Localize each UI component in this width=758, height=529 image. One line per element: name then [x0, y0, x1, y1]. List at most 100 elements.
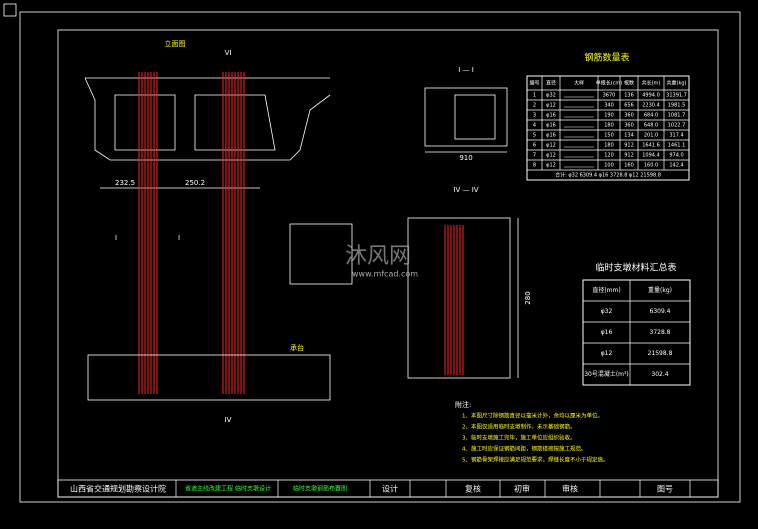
drawing-name: 临时支墩钢筋布置图	[293, 485, 347, 493]
table-cell: 974.0	[669, 153, 683, 159]
table-cell: 302.4	[651, 371, 668, 378]
cut-mark: I	[115, 234, 117, 242]
elevation-title: 立面图	[165, 39, 186, 48]
section-box	[424, 87, 508, 147]
watermark-url: www.mfcad.com	[352, 270, 418, 279]
table-cell: 160	[624, 163, 634, 169]
table-header: 共重(kg)	[667, 80, 687, 87]
table-cell: 684.0	[644, 113, 658, 119]
table-cell: 317.4	[669, 133, 683, 139]
table-cell: 1094.4	[642, 153, 660, 159]
cut-mark: I	[178, 234, 180, 242]
table-title: 钢筋数量表	[584, 52, 629, 64]
table-cell: φ12	[546, 103, 556, 109]
table-cell: 8	[533, 163, 536, 169]
table-cell: 1461.1	[668, 143, 686, 149]
table-cell: φ32	[546, 93, 556, 99]
pier-cap	[87, 354, 331, 401]
section-mark: VI	[225, 49, 232, 57]
rebar-table: 钢筋数量表 编号 直径 大样 单根长(cm) 根数 共长(m) 共重(kg) 1 φ32 3670…	[526, 52, 690, 181]
detail-box	[289, 223, 353, 285]
table-cell: 912	[624, 143, 634, 149]
table-cell: 142.4	[669, 163, 683, 169]
table-cell: 1081.7	[668, 113, 686, 119]
table-cell: 6309.4	[650, 308, 671, 315]
section-title: IV — IV	[453, 186, 478, 194]
table-header: 编号	[529, 80, 539, 87]
section-4: IV — IV 280	[289, 186, 532, 379]
table-cell: 100	[604, 163, 614, 169]
table-cell: 4	[533, 123, 536, 129]
table-cell: 4994.0	[642, 93, 660, 99]
table-cell: 1641.6	[642, 143, 660, 149]
table-cell: 30号混凝土(m³)	[584, 370, 629, 378]
section-1: I — I 910	[424, 66, 508, 162]
rebar-column	[443, 225, 465, 375]
table-cell: 3728.8	[650, 329, 671, 336]
section-box	[407, 217, 511, 379]
title-block-frame	[57, 479, 719, 498]
table-header: 大样	[574, 80, 584, 87]
table-cell: 340	[604, 103, 614, 109]
table-cell: 5	[533, 133, 536, 139]
table-cell: φ12	[546, 163, 556, 169]
table-cell: 21598.8	[648, 350, 673, 357]
dim: 232.5	[115, 179, 135, 187]
table-cell: φ16	[546, 123, 556, 129]
table-cell: 180	[604, 143, 614, 149]
dim: 250.2	[185, 179, 205, 187]
ucs-icon	[3, 3, 17, 17]
table-cell: 3	[533, 113, 536, 119]
title-label: 初审	[514, 484, 530, 494]
table-cell: 1981.5	[668, 103, 686, 109]
table-frame	[582, 279, 691, 386]
table-cell: 120	[604, 153, 614, 159]
table-cell: 360	[624, 113, 634, 119]
table-cell: 648.0	[644, 123, 658, 129]
dim: 910	[459, 154, 472, 162]
note-item: 4、施工时应保证钢筋间距，钢筋搭接按施工规范。	[462, 445, 587, 453]
title-label: 审核	[562, 484, 578, 494]
table-cell: 656	[624, 103, 634, 109]
note-item: 2、本图仅适用临时支墩制作，未示基础钢筋。	[462, 423, 576, 431]
table-cell: 912	[624, 153, 634, 159]
title-label: 复核	[465, 484, 481, 494]
table-header: 直径(mm)	[592, 286, 620, 294]
table-header: 直径	[546, 80, 556, 87]
table-cell: 7	[533, 153, 536, 159]
table-cell: φ16	[601, 329, 613, 336]
table-total: 合计: φ32 6309.4 φ16 3728.8 φ12 21598.8	[555, 172, 661, 179]
table-cell: 360	[624, 123, 634, 129]
table-cell: 3670	[603, 93, 616, 99]
table-cell: 180	[604, 123, 614, 129]
watermark: 沐风网	[345, 244, 411, 269]
section-title: I — I	[458, 66, 474, 74]
note-item: 5、钢筋骨架焊接应满足规范要求，焊缝长度不小于规定值。	[462, 456, 609, 464]
table-header: 重量(kg)	[648, 286, 672, 294]
table-cell: 134	[624, 133, 634, 139]
table-cell: 1022.7	[668, 123, 686, 129]
institute: 山西省交通规划勘察设计院	[70, 484, 166, 494]
table-title: 临时支墩材料汇总表	[595, 262, 676, 274]
table-frame	[526, 75, 690, 181]
girder-outline	[84, 77, 331, 161]
dim: 280	[524, 291, 532, 304]
table-cell: 1	[533, 93, 536, 99]
table-header: 共长(m)	[642, 80, 661, 87]
bottom-mark: IV	[225, 416, 232, 424]
title-label: 设计	[382, 484, 398, 494]
elevation-view: 立面图 VI 232.5 250.2 I I 承台 IV	[84, 39, 331, 424]
table-cell: 136	[624, 93, 634, 99]
temp-table: 临时支墩材料汇总表 直径(mm) 重量(kg) φ32 6309.4 φ16 3728.8…	[582, 262, 691, 386]
table-cell: φ32	[601, 308, 613, 315]
outer-frame	[19, 11, 741, 503]
table-cell: 2230.4	[642, 103, 660, 109]
rebar-column	[137, 72, 159, 394]
table-cell: 160.0	[644, 163, 658, 169]
table-cell: 150	[604, 133, 614, 139]
table-header: 根数	[624, 80, 634, 87]
table-cell: φ16	[546, 113, 556, 119]
table-cell: 31391.7	[666, 93, 687, 99]
title-label: 图号	[657, 485, 673, 494]
